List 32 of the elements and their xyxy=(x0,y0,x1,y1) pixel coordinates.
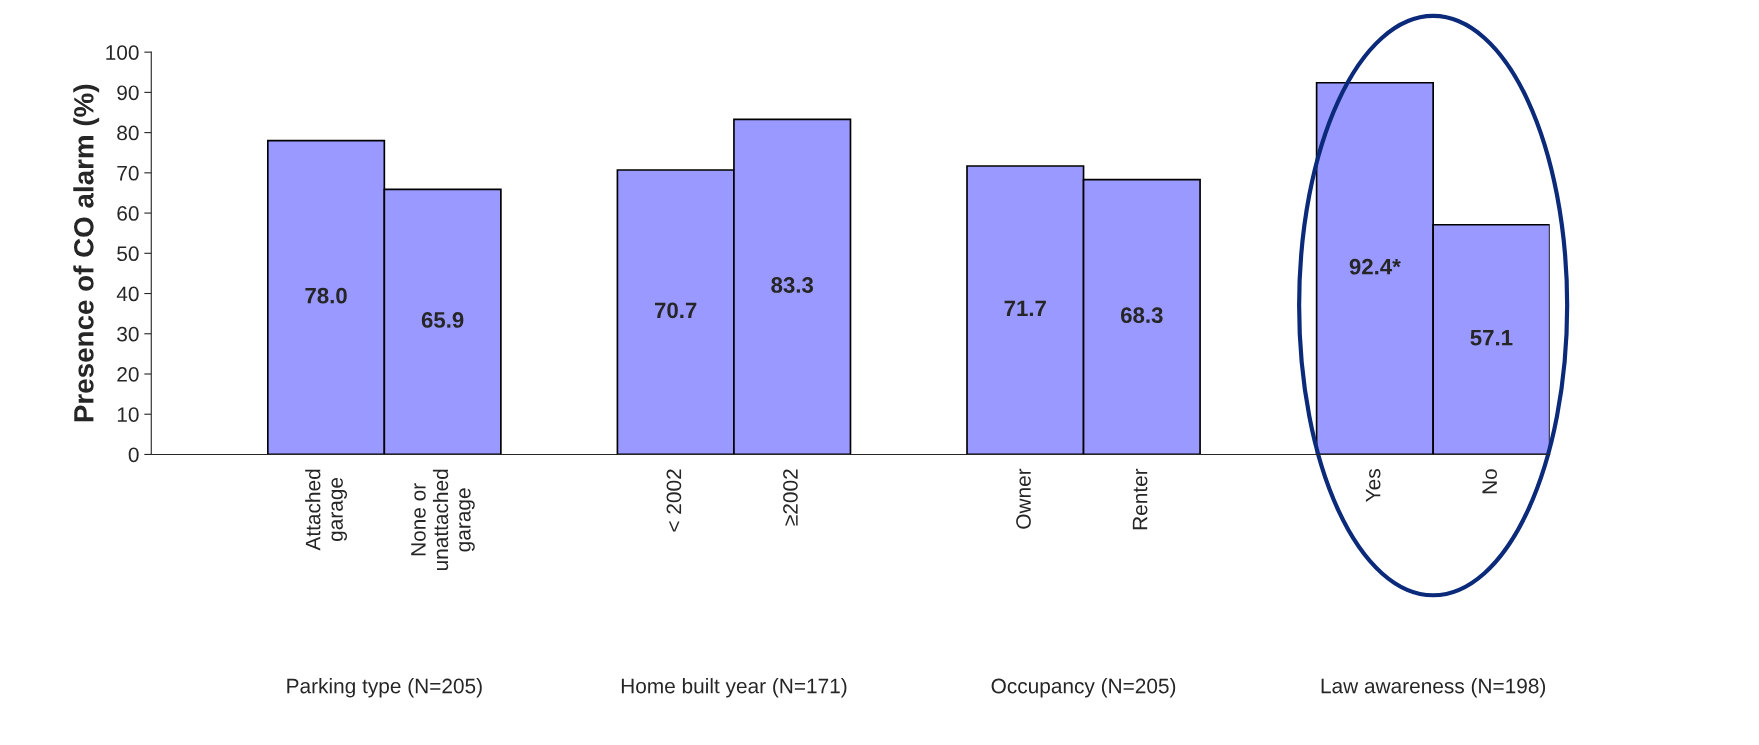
data-label: 71.7 xyxy=(1004,300,1046,316)
y-tick-label: 90 xyxy=(117,85,139,101)
x-tick-label: ≥2002 xyxy=(783,469,798,526)
text: Parking type (N=205) xyxy=(287,678,482,698)
data-label: 57.1 xyxy=(1470,330,1513,346)
x-tick-label: Renter xyxy=(1132,468,1148,530)
y-tick-label: 0 xyxy=(128,447,139,463)
text: Law awareness (N=198) xyxy=(1321,678,1546,698)
x-tick-label: Attached garage xyxy=(305,469,348,551)
data-label: 92.4* xyxy=(1349,258,1401,275)
y-tick-label: 80 xyxy=(117,125,139,141)
y-tick-label: 30 xyxy=(117,326,139,342)
x-tick-label: Owner xyxy=(1016,468,1031,529)
x-tick-label: Yes xyxy=(1365,469,1381,502)
y-tick-label: 10 xyxy=(117,407,139,422)
y-tick-label: 40 xyxy=(116,286,139,302)
y-tick-label: 50 xyxy=(117,246,139,262)
y-tick-label: 70 xyxy=(117,165,139,181)
data-label: 70.7 xyxy=(655,302,697,319)
data-label: 83.3 xyxy=(771,277,814,293)
data-label: 65.9 xyxy=(421,312,464,328)
x-tick-label: < 2002 xyxy=(666,469,682,532)
x-tick-label: None or unattached garage xyxy=(411,469,475,571)
text: Home built year (N=171) xyxy=(621,678,847,698)
y-axis-title: Presence of CO alarm (%) xyxy=(73,84,100,422)
x-tick-label: No xyxy=(1482,469,1497,494)
y-tick-label: 100 xyxy=(106,45,139,60)
y-tick-label: 60 xyxy=(117,206,139,221)
y-tick-label: 20 xyxy=(117,366,139,382)
text: Occupancy (N=205) xyxy=(991,678,1176,698)
data-label: 78.0 xyxy=(305,287,347,304)
data-label: 68.3 xyxy=(1121,307,1163,324)
